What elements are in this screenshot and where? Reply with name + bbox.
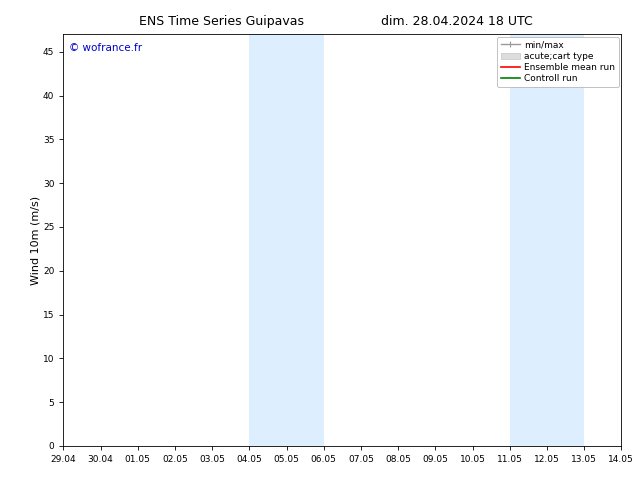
Text: dim. 28.04.2024 18 UTC: dim. 28.04.2024 18 UTC: [380, 15, 533, 28]
Bar: [510, 34, 584, 446]
Legend: min/max, acute;cart type, Ensemble mean run, Controll run: min/max, acute;cart type, Ensemble mean …: [497, 37, 619, 87]
Text: © wofrance.fr: © wofrance.fr: [69, 43, 142, 52]
Text: ENS Time Series Guipavas: ENS Time Series Guipavas: [139, 15, 304, 28]
Y-axis label: Wind 10m (m/s): Wind 10m (m/s): [30, 196, 40, 285]
Bar: [249, 34, 324, 446]
